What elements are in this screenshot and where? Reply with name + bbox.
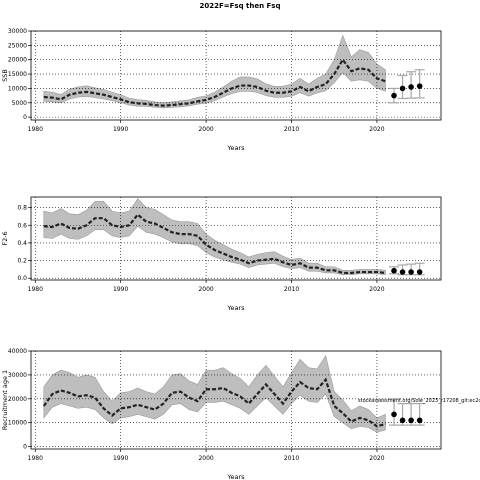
y-tick-label: 30000	[8, 28, 27, 35]
y-tick-label: 10000	[8, 85, 27, 92]
plot-frame	[30, 350, 442, 450]
annotation-text: stockassessment.org/Sole_2023_r17208_git…	[358, 398, 480, 404]
forecast-point	[408, 269, 414, 275]
x-tick-label: 1980	[28, 455, 43, 462]
y-tick-label: 10000	[8, 420, 27, 427]
y-axis-label: F2-6	[1, 231, 9, 245]
forecast-point	[416, 269, 423, 275]
y-tick-label: 0.0	[17, 275, 27, 282]
panel-fbar: 1980 1990 2000 2010 2020 0.0 0.2 0.4 0.6 0.8 Years…	[1, 196, 442, 312]
forecast-point	[399, 269, 406, 275]
y-tick-label: 15000	[8, 71, 27, 78]
x-tick-label: 2020	[369, 126, 384, 133]
y-tick-label: 0	[23, 114, 27, 121]
forecast-point	[391, 92, 397, 99]
forecast-point	[416, 83, 423, 89]
y-tick-label: 0.6	[17, 222, 27, 229]
plot-frame	[30, 30, 442, 121]
x-tick-label: 2020	[369, 455, 384, 462]
x-tick-label: 2000	[198, 126, 213, 133]
forecast-point	[399, 417, 406, 424]
forecast-point	[416, 417, 423, 424]
plot-frame	[30, 196, 442, 281]
x-tick-label: 2010	[284, 126, 299, 133]
estimate-line	[42, 377, 386, 428]
estimate-line	[43, 213, 386, 275]
y-tick-label: 0.2	[17, 258, 27, 265]
x-tick-label: 1990	[113, 126, 128, 133]
x-tick-label: 1990	[113, 455, 128, 462]
x-axis-label: Years	[226, 144, 245, 152]
y-axis-label: SSB	[1, 69, 9, 82]
forecast-point	[408, 84, 414, 90]
x-tick-label: 1980	[28, 126, 43, 133]
x-axis-label: Years	[226, 304, 245, 312]
y-tick-label: 0	[23, 444, 27, 451]
confidence-band	[43, 198, 386, 276]
x-tick-label: 2000	[198, 286, 213, 293]
y-tick-label: 0.4	[17, 240, 27, 247]
y-tick-label: 20000	[8, 396, 27, 403]
figure-title: 2022F=Fsq then Fsq	[200, 2, 281, 10]
forecast-point	[391, 267, 397, 274]
y-tick-label: 30000	[8, 372, 27, 379]
x-tick-label: 2000	[198, 455, 213, 462]
y-tick-label: 40000	[8, 348, 27, 355]
y-tick-label: 0.8	[17, 205, 27, 212]
forecast-point	[391, 411, 397, 418]
forecast-point	[408, 417, 414, 424]
confidence-band	[43, 355, 386, 433]
panel-recruitment: 1980 1990 2000 2010 2020 0 10000 20000 30000 4000…	[1, 348, 442, 480]
estimate-line	[43, 57, 386, 107]
x-tick-label: 1990	[113, 286, 128, 293]
y-axis-label: Recruitment age 1	[1, 370, 9, 430]
x-tick-label: 2010	[284, 286, 299, 293]
y-tick-label: 25000	[8, 42, 27, 49]
x-tick-label: 2010	[284, 455, 299, 462]
panels: 1980 1990 2000 2010 202005000100001500020000…	[1, 28, 480, 480]
x-tick-label: 1980	[28, 286, 43, 293]
x-tick-label: 2020	[369, 286, 384, 293]
panel-ssb: 1980 1990 2000 2010 2020 0 5000 10000 15000 20000…	[1, 28, 442, 152]
forecast-point	[399, 85, 406, 92]
x-axis-label: Years	[226, 473, 245, 480]
y-tick-label: 5000	[12, 100, 27, 107]
y-tick-label: 20000	[8, 57, 27, 64]
